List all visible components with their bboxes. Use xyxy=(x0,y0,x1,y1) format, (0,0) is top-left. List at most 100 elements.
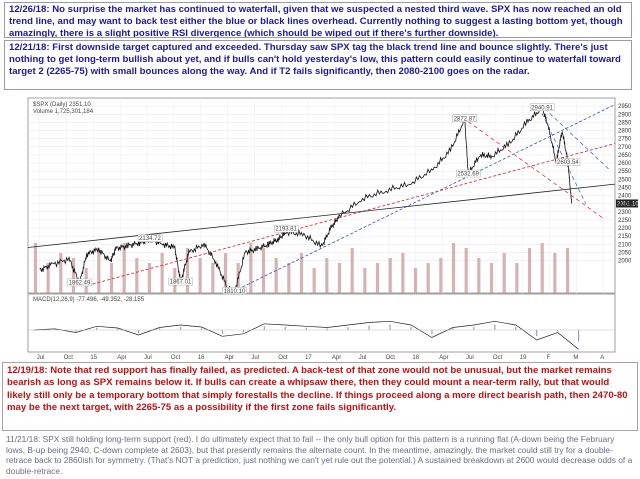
volume-bar xyxy=(388,258,392,293)
x-tick-label: Oct xyxy=(64,355,74,361)
x-tick-label: 15 xyxy=(90,355,97,361)
price-point-label: 2940.91 xyxy=(531,105,553,111)
price-point-label: 2193.81 xyxy=(275,227,297,233)
price-point-labels: 1862.49 1810.10 1867.01 2134.72 2193.81 2872.… xyxy=(67,103,639,295)
y-tick-label: 2750 xyxy=(618,137,632,143)
x-tick-label: Jul xyxy=(359,355,367,361)
macd-panel xyxy=(27,293,616,353)
volume-bar xyxy=(59,253,63,293)
volume-bar xyxy=(211,263,215,293)
y-tick-label: 2450 xyxy=(618,185,632,191)
price-point-label: 1810.10 xyxy=(224,289,246,295)
blue-channel-line xyxy=(538,106,586,204)
volume-bar xyxy=(109,263,114,293)
volume-bars xyxy=(33,243,570,293)
volume-bar xyxy=(540,243,544,293)
volume-bar xyxy=(401,253,405,293)
price-point-label: 2603.54 xyxy=(557,160,579,166)
x-tick-label: 16 xyxy=(198,355,205,361)
volume-bar xyxy=(464,248,468,293)
x-tick-label: Apr xyxy=(117,355,126,361)
volume-bar xyxy=(223,253,228,293)
y-tick-label: 2100 xyxy=(618,242,632,248)
macd-line xyxy=(33,320,579,350)
volume-bar xyxy=(160,253,164,293)
price-grid xyxy=(28,98,615,352)
x-tick-label: 17 xyxy=(305,355,312,361)
volume-bar xyxy=(489,263,494,293)
volume-bar xyxy=(46,263,50,293)
volume-bar xyxy=(502,253,506,293)
volume-bar xyxy=(363,268,367,293)
x-tick-label: 19 xyxy=(520,355,527,361)
volume-bar xyxy=(198,258,202,293)
price-point-label: 1867.01 xyxy=(170,280,192,286)
volume-bar xyxy=(185,248,190,293)
volume-bar xyxy=(426,263,430,293)
chart-header: $SPX (Daily) 2351.10 xyxy=(33,102,91,108)
note-2018-12-19: 12/19/18: Note that red support has fina… xyxy=(2,362,638,431)
price-point-box xyxy=(555,158,581,166)
y-tick-label: 2050 xyxy=(618,250,632,256)
y-tick-label: 2900 xyxy=(618,112,632,118)
x-tick-label: A xyxy=(600,355,604,361)
date-x-ticks: Jul Oct 15 Apr Jul Oct 16 Apr Jul Oct 17 Apr Jul Oct 1… xyxy=(37,355,605,361)
volume-bar xyxy=(337,263,342,293)
volume-bar xyxy=(274,258,278,293)
volume-bar xyxy=(147,263,152,293)
volume-bar xyxy=(325,258,329,293)
black-trend-line xyxy=(27,183,616,248)
volume-bar xyxy=(71,258,76,293)
blue-trend-line xyxy=(233,104,616,292)
volume-bar xyxy=(350,248,354,293)
volume-bar xyxy=(33,243,38,293)
volume-bar xyxy=(451,243,456,293)
note-2018-11-21: 11/21/18: SPX still holding long-term su… xyxy=(2,433,638,478)
price-point-label: 2872.87 xyxy=(454,116,476,122)
x-tick-label: M xyxy=(573,355,578,361)
price-point-box xyxy=(67,278,92,287)
x-tick-label: Jul xyxy=(144,355,152,361)
y-tick-label: 2600 xyxy=(618,161,632,167)
volume-bar xyxy=(375,263,380,293)
x-tick-label: Apr xyxy=(439,355,448,361)
price-point-box xyxy=(168,277,193,286)
macd-histogram xyxy=(28,324,615,342)
y-tick-label: 2350 xyxy=(618,202,632,208)
x-tick-label: Oct xyxy=(278,355,288,361)
y-tick-label: 2650 xyxy=(618,153,632,159)
price-point-box xyxy=(452,114,477,123)
x-tick-label: Apr xyxy=(225,355,234,361)
y-tick-label: 2800 xyxy=(618,129,632,135)
volume-bar xyxy=(477,258,481,293)
price-point-label: 2134.72 xyxy=(139,236,161,242)
x-tick-label: Oct xyxy=(386,355,396,361)
y-tick-label: 2700 xyxy=(618,145,632,151)
x-tick-label: Jul xyxy=(251,355,259,361)
red-support-line xyxy=(92,143,616,285)
volume-header: Volume 1,725,301,184 xyxy=(33,109,94,115)
volume-bar xyxy=(553,253,557,293)
price-point-box xyxy=(530,103,555,111)
volume-bar xyxy=(287,263,291,293)
volume-bar xyxy=(527,248,532,293)
volume-bar xyxy=(249,243,253,293)
y-tick-label: 2550 xyxy=(618,169,632,175)
price-point-box xyxy=(274,224,299,233)
last-price-tag xyxy=(616,199,638,208)
price-point-box xyxy=(137,234,163,242)
x-tick-label: Oct xyxy=(171,355,181,361)
macd-header: MACD(12,26,9) -77.496, -49.352, -28.155 xyxy=(33,297,145,303)
y-tick-label: 2250 xyxy=(618,218,632,224)
volume-bar xyxy=(515,263,519,293)
price-point-label: 2532.69 xyxy=(457,172,479,178)
trendlines xyxy=(27,104,616,292)
volume-bar xyxy=(122,243,126,293)
y-tick-label: 2300 xyxy=(618,210,632,216)
x-tick-label: Apr xyxy=(332,355,341,361)
volume-bar xyxy=(439,258,443,293)
volume-bar xyxy=(97,248,101,293)
y-tick-label: 2500 xyxy=(618,177,632,183)
